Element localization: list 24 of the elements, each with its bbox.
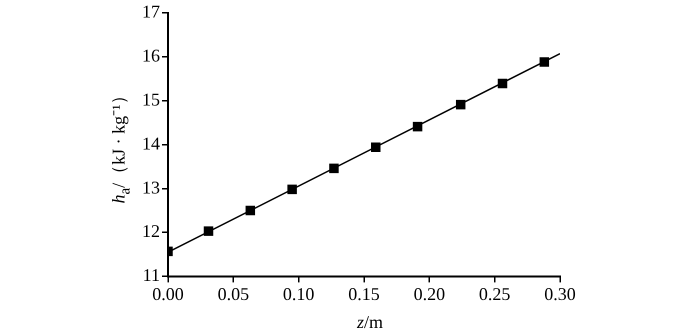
point [204, 226, 214, 236]
point [287, 184, 297, 194]
y-tick-label: 15 [142, 89, 160, 110]
point [456, 100, 466, 110]
x-tick-label: 0.15 [348, 284, 380, 304]
y-tick-label: 17 [142, 2, 160, 22]
point [540, 57, 550, 67]
x-tick-label: 0.30 [544, 284, 576, 304]
y-tick-label: 12 [142, 221, 160, 242]
x-tick-label: 0.05 [218, 284, 250, 304]
x-axis-title: z/m [356, 312, 384, 333]
x-tick-label: 0.20 [414, 284, 446, 304]
point [329, 164, 339, 174]
point [412, 122, 422, 132]
y-tick-label: 14 [142, 133, 160, 154]
x-tick-label: 0.00 [152, 284, 184, 304]
point [371, 142, 381, 152]
x-tick-label: 0.25 [478, 284, 510, 304]
y-tick-label: 13 [142, 177, 160, 198]
x-tick-label: 0.10 [282, 284, 314, 304]
y-tick-label: 11 [142, 265, 160, 286]
point [498, 78, 508, 88]
y-tick-label: 16 [142, 45, 160, 66]
point [246, 206, 256, 216]
